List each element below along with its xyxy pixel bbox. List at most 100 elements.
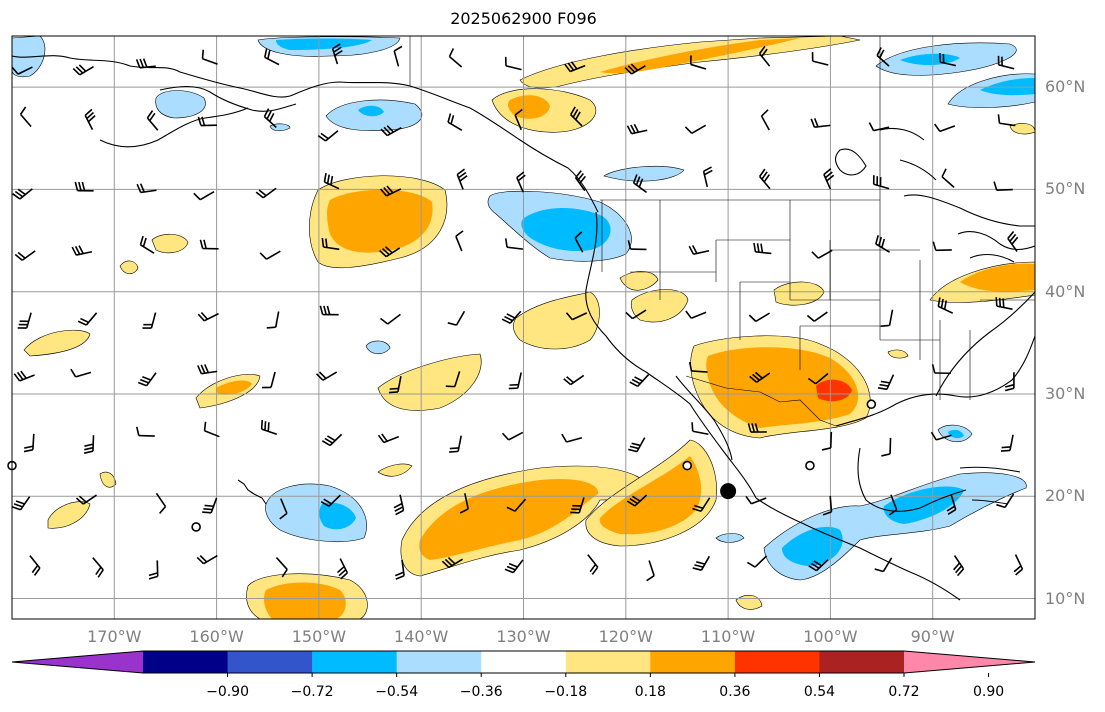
coastline: [12, 55, 599, 213]
colorbar-outline: [11, 650, 1036, 674]
anomaly-area: [715, 533, 745, 543]
wind-barb: [202, 497, 218, 514]
wind-barb: [197, 311, 219, 322]
wind-barb: [569, 106, 583, 127]
wind-barb: [137, 372, 157, 387]
wind-barb: [877, 374, 895, 391]
wind-barb: [12, 188, 33, 200]
small-circle-marker: [805, 460, 815, 471]
gridlines: [12, 36, 1035, 619]
wind-barb: [823, 168, 835, 190]
anomaly-area: [358, 105, 384, 117]
small-circle-marker: [682, 460, 692, 471]
coastlines-and-borders: [12, 55, 1035, 601]
state-border: [601, 200, 1035, 400]
wind-barb: [758, 45, 771, 67]
anomaly-area: [599, 456, 702, 535]
anomaly-area: [1009, 123, 1035, 135]
wind-barb: [876, 47, 890, 67]
wind-barb: [504, 559, 524, 574]
coastline: [237, 479, 267, 505]
wind-barb: [74, 181, 94, 192]
latitude-label: 40°N: [1045, 281, 1086, 301]
wind-barbs: [12, 43, 1024, 582]
anomaly-area: [419, 478, 599, 560]
wind-barb: [997, 55, 1015, 70]
wind-barb: [201, 49, 218, 65]
wind-barb: [321, 433, 343, 447]
wind-barb: [822, 495, 833, 516]
wind-barb: [319, 305, 339, 316]
wind-barb: [155, 492, 167, 514]
wind-barb: [142, 312, 157, 329]
wind-barb: [320, 494, 341, 507]
wind-barb: [997, 114, 1016, 127]
anomaly-area: [603, 165, 685, 182]
wind-barb: [448, 48, 463, 68]
anomaly-area: [12, 36, 46, 78]
wind-barb: [321, 237, 340, 251]
anomaly-area: [887, 349, 909, 359]
colorbar-tick-label: 0.36: [719, 684, 751, 700]
wind-barb: [315, 371, 338, 381]
coastline: [585, 211, 757, 499]
wind-barb: [941, 168, 955, 188]
wind-barb: [379, 246, 401, 258]
wind-barb: [692, 497, 711, 513]
colorbar-segment: [819, 651, 905, 673]
coastline: [957, 231, 1035, 263]
colorbar-extend-low: [12, 651, 143, 673]
anomaly-area: [377, 463, 413, 477]
wind-barb: [449, 435, 462, 453]
anomaly-area: [276, 38, 372, 50]
anomaly-area: [119, 260, 139, 275]
wind-barb: [646, 560, 655, 582]
wind-barb: [806, 311, 828, 322]
coastline: [835, 335, 1035, 427]
wind-barb: [996, 493, 1015, 509]
wind-barb: [626, 494, 648, 507]
wind-barb: [872, 175, 890, 190]
wind-barb: [688, 362, 708, 373]
coastline: [903, 194, 1035, 227]
wind-barb: [688, 245, 710, 255]
wind-barb: [875, 235, 890, 253]
wind-barb: [197, 364, 218, 375]
wind-barb: [1007, 231, 1019, 252]
wind-barb: [196, 554, 218, 565]
wind-barb: [1005, 372, 1015, 392]
wind-barb: [932, 241, 952, 252]
longitude-label: 130°W: [496, 627, 551, 646]
wind-barb: [939, 53, 957, 67]
wind-barb: [946, 494, 957, 516]
wind-barb: [447, 113, 463, 131]
anomaly-area: [264, 582, 346, 619]
latitude-label: 60°N: [1045, 77, 1086, 97]
wind-barb: [377, 433, 400, 444]
wind-barb: [393, 45, 403, 67]
longitude-label: 170°W: [87, 627, 142, 646]
wind-barb: [146, 110, 159, 131]
latitude-label: 10°N: [1045, 588, 1086, 608]
wind-barb: [574, 231, 584, 253]
country-border: [685, 375, 837, 427]
wind-barb: [516, 171, 526, 193]
colorbar-tick-label: 0.90: [972, 684, 1005, 700]
wind-barb: [135, 58, 156, 69]
wind-barb: [587, 554, 599, 575]
wind-barb: [807, 372, 829, 385]
wind-barb: [13, 370, 35, 382]
wind-barb: [203, 421, 220, 438]
wind-barb: [953, 555, 965, 577]
wind-barb: [317, 130, 339, 142]
coastline: [755, 497, 961, 601]
wind-barb: [993, 181, 1013, 192]
wind-barb: [395, 559, 405, 580]
wind-barb: [71, 245, 93, 256]
wind-barb: [1013, 554, 1024, 576]
wind-barb: [565, 312, 588, 321]
wind-barb: [995, 297, 1013, 310]
anomaly-area: [23, 329, 91, 357]
wind-barb: [84, 108, 96, 131]
wind-barb: [881, 437, 892, 457]
